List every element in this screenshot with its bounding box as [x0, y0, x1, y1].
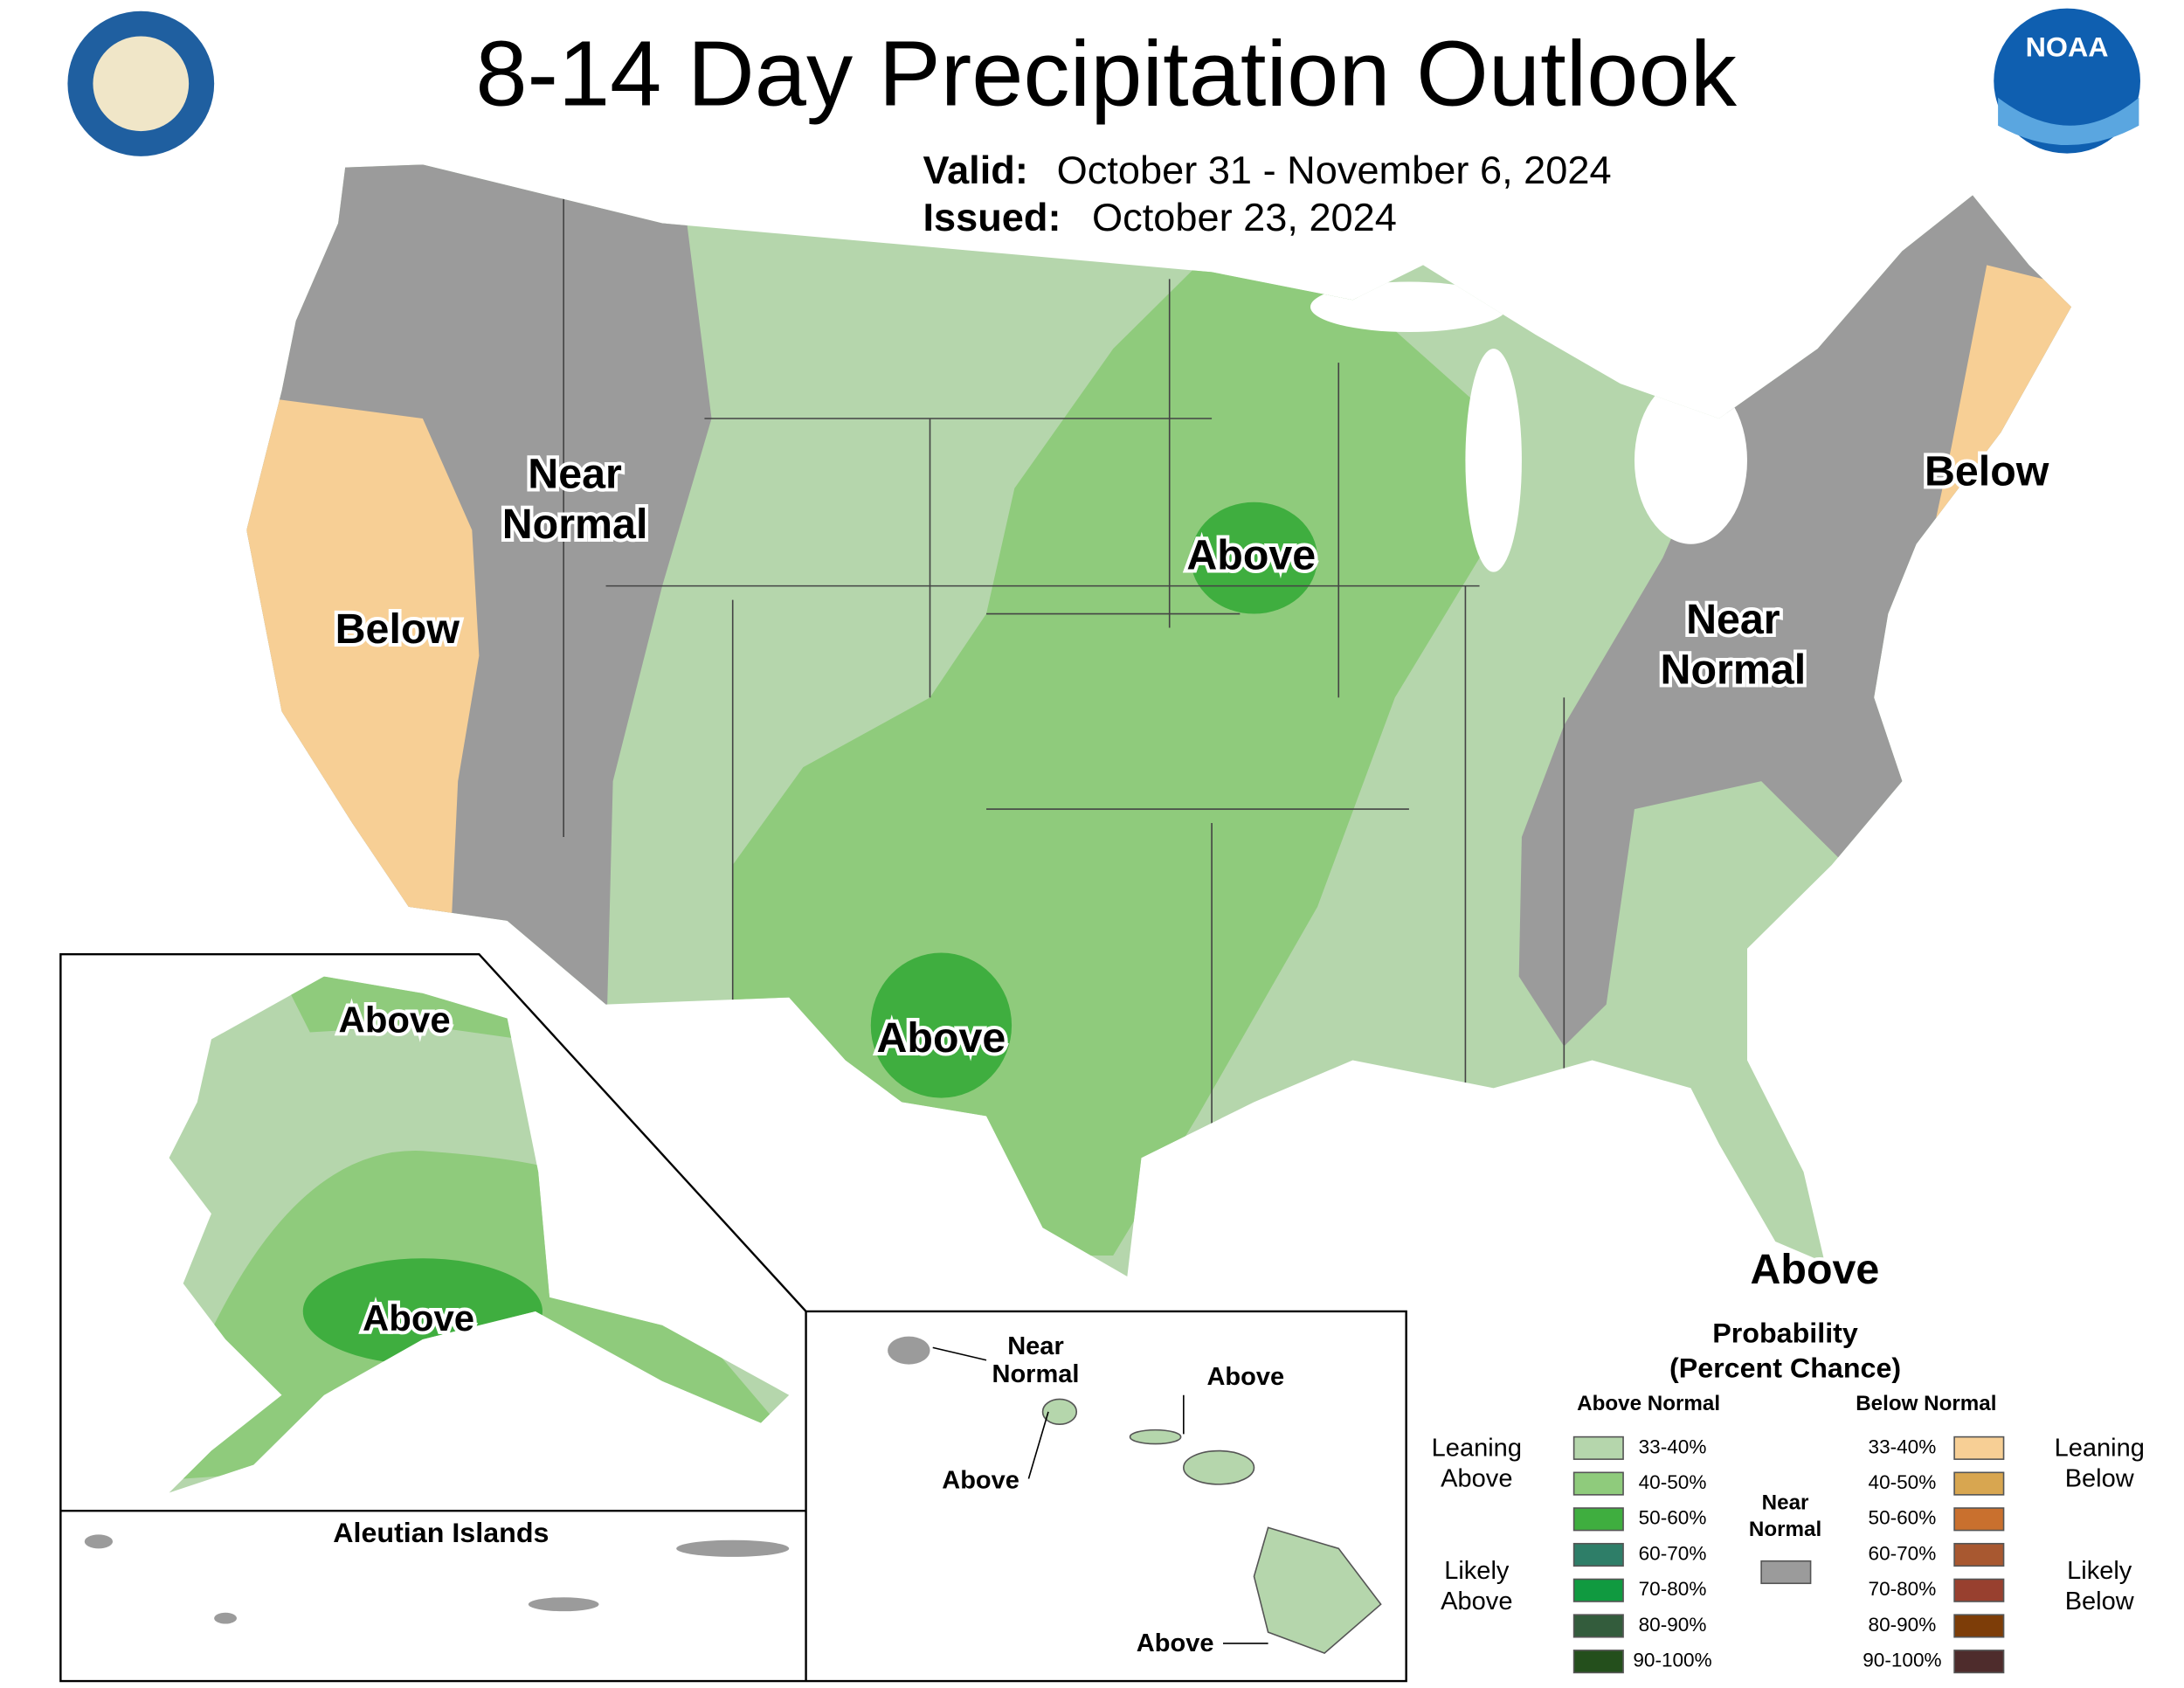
- legend-swatch: [1953, 1507, 2005, 1532]
- legend-range: 70-80%: [1869, 1578, 1937, 1600]
- legend-swatch: [1953, 1542, 2005, 1567]
- near-normal-swatch: [1760, 1560, 1812, 1585]
- near-normal-label: Normal: [1749, 1518, 1821, 1541]
- map-label: Below: [1925, 448, 2049, 495]
- legend-swatch: [1953, 1614, 2005, 1638]
- map-label: Normal: [1661, 646, 1807, 693]
- near-normal-label: Near: [1762, 1491, 1809, 1515]
- valid-dates: October 31 - November 6, 2024: [1057, 148, 1612, 192]
- title: 8-14 Day Precipitation Outlook: [475, 23, 1738, 125]
- alaska-label: Above: [339, 1000, 451, 1041]
- issued-label: Issued:: [923, 195, 1061, 239]
- legend-range: 50-60%: [1869, 1507, 1937, 1529]
- map-label: Normal: [502, 501, 648, 548]
- legend-swatch: [1572, 1471, 1624, 1496]
- legend-swatch: [1572, 1578, 1624, 1602]
- map-label: Below: [335, 605, 460, 653]
- map-label: Near: [1686, 596, 1780, 643]
- legend-swatch: [1953, 1471, 2005, 1496]
- legend-range: 60-70%: [1639, 1543, 1707, 1565]
- alaska-label: Above: [363, 1297, 474, 1339]
- legend-range: 90-100%: [1863, 1650, 1941, 1671]
- legend-swatch: [1572, 1435, 1624, 1460]
- valid-label: Valid:: [923, 148, 1027, 192]
- group-label: Above: [1441, 1465, 1512, 1493]
- hawaii-label: Above: [942, 1466, 1019, 1494]
- map-label: Above: [1751, 1246, 1880, 1293]
- legend-swatch: [1572, 1614, 1624, 1638]
- above-header: Above Normal: [1577, 1392, 1720, 1415]
- group-label: Below: [2065, 1465, 2134, 1493]
- legend-range: 33-40%: [1639, 1435, 1707, 1457]
- legend-range: 80-90%: [1639, 1614, 1707, 1636]
- legend-swatch: [1953, 1435, 2005, 1460]
- group-label: Leaning: [1432, 1435, 1522, 1463]
- group-label: Below: [2065, 1588, 2134, 1615]
- legend-range: 40-50%: [1869, 1471, 1937, 1493]
- issued-date: October 23, 2024: [1092, 195, 1397, 239]
- group-label: Leaning: [2055, 1435, 2145, 1463]
- legend-subtitle: (Percent Chance): [1669, 1352, 1901, 1384]
- legend-swatch: [1572, 1542, 1624, 1567]
- noaa-logo: NOAA: [2026, 31, 2109, 62]
- legend-swatch: [1572, 1650, 1624, 1674]
- group-label: Above: [1441, 1588, 1512, 1615]
- aleutian-title: Aleutian Islands: [333, 1517, 549, 1548]
- legend-range: 40-50%: [1639, 1471, 1707, 1493]
- map-label: Above: [1186, 532, 1316, 579]
- legend-swatch: [1953, 1650, 2005, 1674]
- legend-swatch: [1953, 1578, 2005, 1602]
- hawaii-label: Above: [1137, 1629, 1214, 1657]
- hawaii-label: Above: [1206, 1363, 1284, 1391]
- legend-title: Probability: [1712, 1318, 1858, 1349]
- group-label: Likely: [1444, 1557, 1510, 1585]
- legend-range: 60-70%: [1869, 1543, 1937, 1565]
- hawaii-label: Normal: [992, 1360, 1079, 1388]
- hawaii-label: Near: [1007, 1332, 1064, 1360]
- map-label: Near: [528, 451, 622, 498]
- legend-range: 50-60%: [1639, 1507, 1707, 1529]
- legend-range: 80-90%: [1869, 1614, 1937, 1636]
- group-label: Likely: [2067, 1557, 2132, 1585]
- legend-swatch: [1572, 1507, 1624, 1532]
- legend-range: 33-40%: [1869, 1435, 1937, 1457]
- below-header: Below Normal: [1856, 1392, 1996, 1415]
- legend-range: 70-80%: [1639, 1578, 1707, 1600]
- legend-range: 90-100%: [1633, 1650, 1711, 1671]
- map-label: Above: [877, 1014, 1006, 1062]
